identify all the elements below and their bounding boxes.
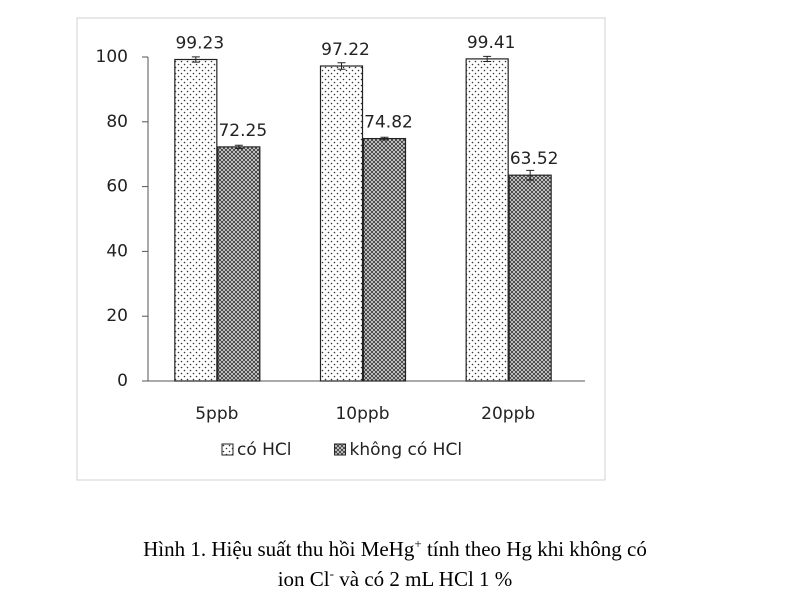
y-tick-label: 100 <box>96 47 128 67</box>
error-bar <box>234 144 243 150</box>
bar <box>319 65 364 382</box>
bar <box>362 137 407 382</box>
caption-text: ion Cl <box>278 567 330 591</box>
y-tick-label: 0 <box>117 371 128 391</box>
caption-sup: + <box>414 536 421 551</box>
x-tick-label: 10ppb <box>335 404 389 424</box>
legend-swatch <box>334 443 347 456</box>
y-tick-label: 40 <box>106 241 128 261</box>
error-bar <box>191 56 200 63</box>
error-bar <box>380 136 389 141</box>
y-tick-label: 20 <box>106 306 128 326</box>
legend-label: có HCl <box>237 440 292 460</box>
chart-frame <box>76 17 606 481</box>
data-label: 99.23 <box>175 33 224 53</box>
bar <box>465 58 509 382</box>
legend-label: không có HCl <box>350 440 463 460</box>
data-label: 97.22 <box>321 40 370 60</box>
error-bar <box>526 169 535 181</box>
caption-text: tính theo Hg khi không có <box>422 537 647 561</box>
caption-text: Hình 1. Hiệu suất thu hồi MeHg <box>143 537 415 561</box>
error-bar <box>483 55 492 63</box>
legend-swatch <box>221 443 234 456</box>
bar <box>508 174 552 382</box>
y-tick-label: 80 <box>106 112 128 132</box>
bar <box>217 146 261 382</box>
caption: Hình 1. Hiệu suất thu hồi MeHg+ tính the… <box>143 536 647 561</box>
bar <box>174 58 218 382</box>
caption: ion Cl- và có 2 mL HCl 1 % <box>278 566 513 591</box>
data-label: 99.41 <box>467 33 516 53</box>
error-bar <box>337 62 346 70</box>
x-tick-label: 5ppb <box>195 404 238 424</box>
x-tick-label: 20ppb <box>481 404 535 424</box>
y-tick-label: 60 <box>106 177 128 197</box>
data-label: 72.25 <box>218 121 267 141</box>
caption-text: và có 2 mL HCl 1 % <box>334 567 512 591</box>
data-label: 63.52 <box>510 149 559 169</box>
data-label: 74.82 <box>364 113 413 133</box>
caption-sup: - <box>330 566 334 581</box>
